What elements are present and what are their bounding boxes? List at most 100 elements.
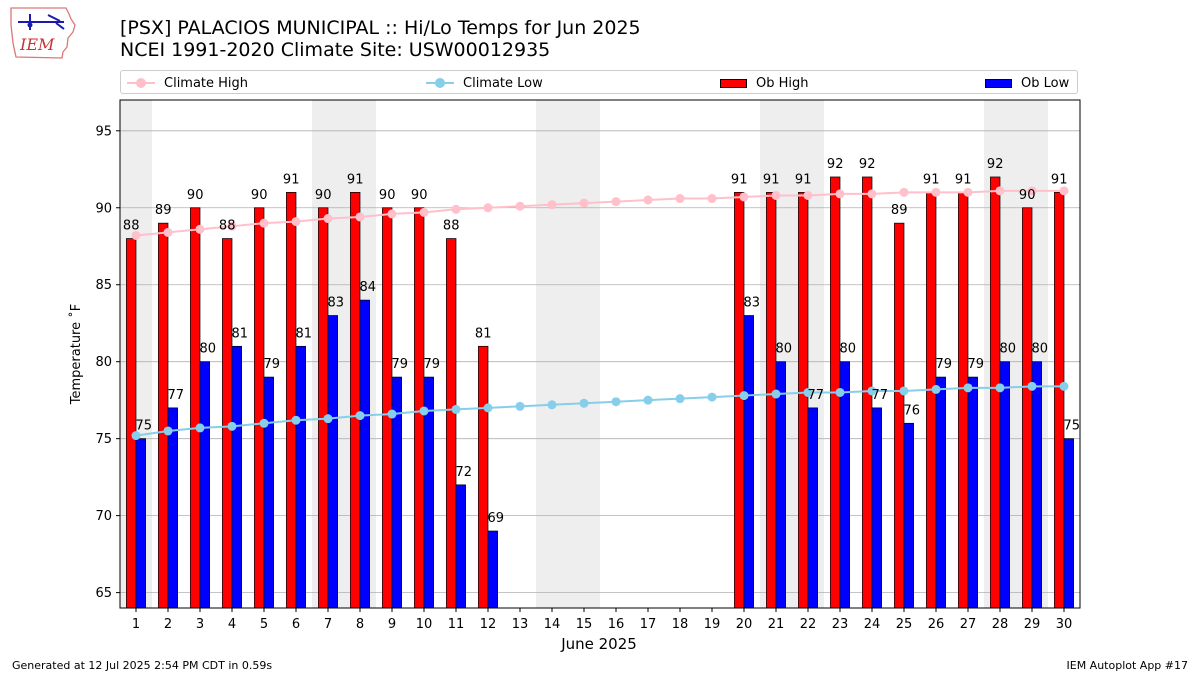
x-tick-label-19: 19 — [704, 617, 721, 632]
climate-high-point-day-30 — [1059, 186, 1069, 196]
label-ob-low-day-22: 77 — [808, 388, 825, 403]
x-tick-label-25: 25 — [896, 617, 913, 632]
bar-ob-high-day-20 — [734, 192, 745, 609]
climate-high-point-day-3 — [195, 224, 205, 234]
x-tick-label-15: 15 — [576, 617, 593, 632]
bar-ob-low-day-27 — [967, 376, 978, 609]
climate-low-point-day-23 — [835, 387, 845, 397]
climate-high-point-day-26 — [931, 187, 941, 197]
climate-high-point-day-1 — [131, 230, 141, 240]
label-ob-high-day-12: 81 — [475, 326, 492, 341]
data-labels: 88 75 89 77 90 80 88 81 90 79 91 81 90 83 91 84 90 79 90 79… — [123, 157, 1080, 526]
label-ob-high-day-6: 91 — [283, 172, 300, 187]
label-ob-high-day-22: 91 — [795, 172, 812, 187]
bar-ob-high-day-3 — [190, 207, 201, 609]
label-ob-low-day-5: 79 — [264, 357, 281, 372]
label-ob-high-day-2: 89 — [155, 203, 172, 218]
climate-high-point-day-19 — [707, 194, 717, 204]
climate-low-point-day-21 — [771, 389, 781, 399]
logo-text: IEM — [19, 35, 55, 54]
label-ob-high-day-21: 91 — [763, 172, 780, 187]
bar-ob-low-day-24 — [871, 407, 882, 609]
label-ob-high-day-11: 88 — [443, 219, 460, 234]
ob-low-swatch — [985, 78, 1012, 88]
y-tick-label-75: 75 — [95, 432, 112, 447]
climate-low-point-day-14 — [547, 400, 557, 410]
x-tick-label-26: 26 — [928, 617, 945, 632]
label-ob-low-day-12: 69 — [488, 511, 505, 526]
chart-subtitle: NCEI 1991-2020 Climate Site: USW00012935 — [120, 39, 551, 61]
x-tick-label-8: 8 — [356, 617, 364, 632]
climate-low-point-day-1 — [131, 431, 141, 441]
legend: Climate High Climate Low Ob High Ob Low — [120, 70, 1078, 94]
climate-low-point-day-17 — [643, 395, 653, 405]
label-ob-high-day-1: 88 — [123, 219, 140, 234]
x-tick-label-24: 24 — [864, 617, 881, 632]
x-tick-label-27: 27 — [960, 617, 977, 632]
label-ob-low-day-7: 83 — [328, 296, 345, 311]
bar-ob-low-day-4 — [231, 345, 242, 609]
climate-high-point-day-10 — [419, 207, 429, 217]
gridlines — [120, 130, 1080, 594]
label-ob-low-day-27: 79 — [968, 357, 985, 372]
climate-low-point-day-8 — [355, 411, 365, 421]
legend-item-ob-low: Ob Low — [985, 74, 1069, 92]
climate-low-point-day-7 — [323, 414, 333, 424]
climate-low-swatch — [426, 74, 454, 92]
bar-ob-low-day-29 — [1031, 361, 1042, 609]
x-tick-label-9: 9 — [388, 617, 396, 632]
climate-high-point-day-21 — [771, 190, 781, 200]
label-ob-low-day-30: 75 — [1064, 419, 1081, 434]
y-tick-label-65: 65 — [95, 586, 112, 601]
label-ob-low-day-3: 80 — [200, 342, 217, 357]
x-tick-label-7: 7 — [324, 617, 332, 632]
climate-low-point-day-4 — [227, 421, 237, 431]
x-tick-label-29: 29 — [1024, 617, 1041, 632]
climate-low-point-day-12 — [483, 403, 493, 413]
legend-label-climate-high: Climate High — [164, 75, 249, 91]
climate-high-point-day-13 — [515, 201, 525, 211]
label-ob-high-day-26: 91 — [923, 172, 940, 187]
bar-ob-low-day-1 — [135, 438, 146, 609]
ob-high-swatch — [720, 78, 747, 88]
bar-ob-low-day-28 — [999, 361, 1010, 609]
bar-ob-low-day-7 — [327, 315, 338, 609]
bar-ob-low-day-20 — [743, 315, 754, 609]
climate-low-point-day-5 — [259, 418, 269, 428]
bar-ob-high-day-12 — [478, 345, 489, 609]
x-tick-label-1: 1 — [132, 617, 140, 632]
label-ob-high-day-3: 90 — [187, 188, 204, 203]
label-ob-low-day-8: 84 — [360, 280, 377, 295]
climate-lines — [131, 186, 1069, 441]
climate-high-point-day-24 — [867, 189, 877, 199]
climate-low-point-day-28 — [995, 383, 1005, 393]
label-ob-high-day-25: 89 — [891, 203, 908, 218]
bar-ob-high-day-28 — [990, 176, 1001, 609]
bar-ob-high-day-6 — [286, 192, 297, 609]
climate-high-point-day-8 — [355, 212, 365, 222]
bar-ob-high-day-30 — [1054, 192, 1065, 609]
x-tick-label-30: 30 — [1056, 617, 1073, 632]
label-ob-high-day-7: 90 — [315, 188, 332, 203]
climate-low-point-day-24 — [867, 386, 877, 396]
climate-low-point-day-20 — [739, 391, 749, 401]
bar-ob-low-day-30 — [1063, 438, 1074, 609]
bar-ob-low-day-5 — [263, 376, 274, 609]
climate-low-point-day-18 — [675, 394, 685, 404]
x-tick-label-20: 20 — [736, 617, 753, 632]
weekend-band-14 — [536, 100, 568, 608]
climate-low-point-day-13 — [515, 401, 525, 411]
climate-high-point-day-15 — [579, 198, 589, 208]
climate-low-point-day-25 — [899, 386, 909, 396]
label-ob-high-day-27: 91 — [955, 172, 972, 187]
x-axis-label: June 2025 — [560, 635, 637, 653]
label-ob-low-day-9: 79 — [392, 357, 409, 372]
label-ob-high-day-10: 90 — [411, 188, 428, 203]
climate-low-point-day-26 — [931, 384, 941, 394]
y-axis-label: Temperature ˚F — [68, 304, 84, 405]
climate-high-swatch — [127, 74, 155, 92]
climate-high-point-day-7 — [323, 214, 333, 224]
x-tick-label-10: 10 — [416, 617, 433, 632]
climate-high-point-day-27 — [963, 187, 973, 197]
x-tick-label-12: 12 — [480, 617, 497, 632]
